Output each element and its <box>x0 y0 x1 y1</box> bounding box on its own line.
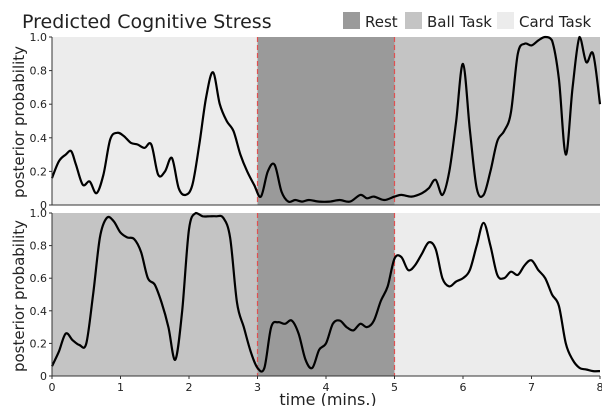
posterior-probability-series-line <box>50 35 602 204</box>
chart-legend: Rest Ball Task Card Task <box>343 12 592 31</box>
y-tick-label: 0.6 <box>30 272 48 285</box>
legend-label-rest: Rest <box>365 13 398 31</box>
y-tick-label: 0.4 <box>30 305 48 318</box>
panel-top: 0 0.2 0.4 0.6 0.8 1.0 <box>30 31 602 212</box>
x-tick-label: 8 <box>597 381 602 394</box>
y-tick-label: 0.8 <box>30 240 48 253</box>
x-tick-label: 5 <box>391 381 398 394</box>
y-tick-label: 1.0 <box>30 31 48 44</box>
y-tick-label: 0.4 <box>30 132 48 145</box>
y-tick-label: 0.8 <box>30 65 48 78</box>
y-tick-label: 0 <box>40 370 47 383</box>
legend-swatch-card-task <box>497 12 514 29</box>
legend-swatch-rest <box>343 12 360 29</box>
panel-bottom: 0 0.2 0.4 0.6 0.8 1.0 0 1 2 3 4 5 6 7 8 <box>30 207 602 394</box>
x-tick-label: 6 <box>460 381 467 394</box>
x-tick-label: 2 <box>186 381 193 394</box>
y-tick-label: 0 <box>40 199 47 212</box>
x-tick-label: 0 <box>49 381 56 394</box>
legend-label-ball-task: Ball Task <box>427 13 492 31</box>
phase-region-rest <box>257 37 395 205</box>
legend-label-card-task: Card Task <box>519 13 592 31</box>
legend-swatch-ball-task <box>405 12 422 29</box>
phase-region-ball-task <box>52 213 258 376</box>
phase-region-rest <box>257 213 395 376</box>
phase-region-ball-task <box>394 37 600 205</box>
x-tick-label: 3 <box>254 381 261 394</box>
y-tick-label: 1.0 <box>30 207 48 220</box>
x-axis-label: time (mins.) <box>279 390 376 406</box>
posterior-probability-series-line <box>51 211 601 373</box>
phase-region-card-task <box>394 213 600 376</box>
x-tick-label: 7 <box>528 381 535 394</box>
y-tick-label: 0.2 <box>30 165 48 178</box>
y-tick-label: 0.2 <box>30 337 48 350</box>
x-tick-label: 1 <box>117 381 124 394</box>
phase-region-card-task <box>52 37 258 205</box>
chart-title: Predicted Cognitive Stress <box>22 11 272 33</box>
y-axis-label-top: posterior probability <box>10 46 28 198</box>
x-tick-label: 4 <box>323 381 330 394</box>
y-tick-label: 0.6 <box>30 98 48 111</box>
y-axis-label-bottom: posterior probability <box>10 220 28 372</box>
